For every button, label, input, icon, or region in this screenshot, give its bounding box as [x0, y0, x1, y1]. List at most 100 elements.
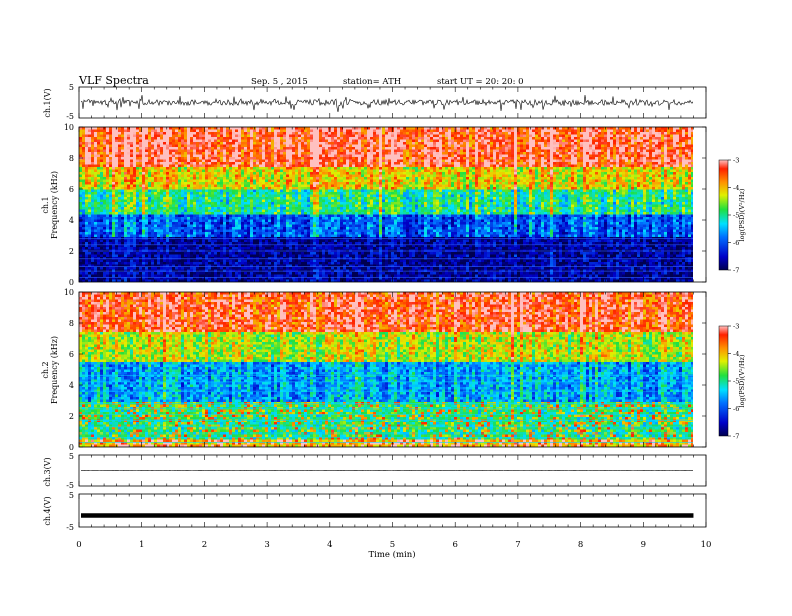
spectrogram-cell [181, 257, 185, 260]
spectrogram-cell [250, 214, 254, 218]
spectrogram-cell [238, 254, 242, 258]
spectrogram-cell [166, 139, 170, 143]
spectrogram-cell [286, 214, 290, 218]
spectrogram-cell [307, 137, 311, 140]
spectrogram-cell [316, 229, 320, 233]
spectrogram-cell [241, 199, 245, 203]
spectrogram-cell [274, 152, 278, 155]
spectrogram-cell [286, 182, 290, 185]
spectrogram-cell [196, 262, 200, 265]
spectrogram-cell [238, 252, 242, 255]
spectrogram-cell [106, 187, 110, 190]
spectrogram-cell [247, 127, 251, 130]
spectrogram-cell [229, 159, 233, 163]
spectrogram-cell [205, 257, 209, 260]
spectrogram-cell [175, 229, 179, 233]
spectrogram-cell [229, 234, 233, 238]
spectrogram-cell [241, 244, 245, 248]
spectrogram-cell [229, 152, 233, 155]
spectrogram-cell [85, 259, 89, 263]
spectrogram-cell [211, 182, 215, 185]
spectrogram-cell [229, 239, 233, 243]
spectrogram-cell [97, 204, 101, 208]
spectrogram-cell [79, 139, 83, 143]
spectrogram-cell [280, 274, 284, 278]
spectrogram-cell [178, 164, 182, 168]
spectrogram-cell [100, 174, 104, 178]
spectrogram-cell [220, 267, 224, 270]
spectrogram-cell [265, 192, 269, 195]
spectrogram-cell [163, 127, 167, 130]
spectrogram-cell [265, 214, 269, 218]
spectrogram-cell [121, 259, 125, 263]
spectrogram-cell [277, 204, 281, 208]
spectrogram-cell [172, 232, 176, 235]
spectrogram-cell [121, 139, 125, 143]
spectrogram-cell [109, 234, 113, 238]
spectrogram-cell [235, 177, 239, 180]
spectrogram-cell [196, 207, 200, 210]
spectrogram-cell [289, 179, 293, 183]
spectrogram-cell [283, 207, 287, 210]
spectrogram-cell [196, 229, 200, 233]
spectrogram-cell [190, 257, 194, 260]
spectrogram-cell [217, 179, 221, 183]
spectrogram-cell [229, 194, 233, 198]
spectrogram-cell [298, 177, 302, 180]
spectrogram-cell [247, 227, 251, 230]
spectrogram-cell [274, 172, 278, 175]
spectrogram-cell [121, 202, 125, 205]
spectrogram-cell [301, 147, 305, 150]
spectrogram-cell [196, 139, 200, 143]
spectrogram-cell [283, 172, 287, 175]
spectrogram-cell [292, 167, 296, 170]
spectrogram-cell [178, 202, 182, 205]
spectrogram-cell [235, 197, 239, 200]
spectrogram-cell [190, 212, 194, 215]
spectrogram-cell [277, 227, 281, 230]
spectrogram-cell [130, 212, 134, 215]
spectrogram-cell [229, 154, 233, 158]
spectrogram-cell [277, 277, 281, 280]
spectrogram-cell [265, 199, 269, 203]
spectrogram-cell [319, 169, 323, 173]
spectrogram-cell [214, 219, 218, 223]
spectrogram-cell [79, 167, 83, 170]
spectrogram-cell [250, 274, 254, 278]
spectrogram-cell [205, 129, 209, 133]
spectrogram-cell [265, 159, 269, 163]
spectrogram-cell [304, 279, 308, 282]
spectrogram-cell [274, 224, 278, 228]
spectrogram-cell [208, 214, 212, 218]
spectrogram-cell [166, 147, 170, 150]
spectrogram-cell [250, 277, 254, 280]
spectrogram-cell [109, 262, 113, 265]
spectrogram-cell [85, 224, 89, 228]
spectrogram-cell [226, 222, 230, 225]
spectrogram-cell [133, 132, 137, 135]
spectrogram-cell [205, 192, 209, 195]
spectrogram-cell [280, 262, 284, 265]
spectrogram-cell [208, 247, 212, 250]
spectrogram-cell [94, 189, 98, 193]
spectrogram-cell [121, 194, 125, 198]
spectrogram-cell [292, 162, 296, 165]
spectrogram-cell [256, 177, 260, 180]
spectrogram-cell [166, 204, 170, 208]
spectrogram-cell [244, 194, 248, 198]
spectrogram-cell [262, 257, 266, 260]
spectrogram-cell [304, 244, 308, 248]
spectrogram-cell [166, 172, 170, 175]
spectrogram-cell [118, 152, 122, 155]
spectrogram-cell [265, 222, 269, 225]
spectrogram-cell [175, 224, 179, 228]
spectrogram-cell [97, 199, 101, 203]
spectrogram-cell [277, 137, 281, 140]
spectrogram-cell [124, 154, 128, 158]
spectrogram-cell [232, 234, 236, 238]
spectrogram-cell [226, 277, 230, 280]
spectrogram-cell [133, 252, 137, 255]
spectrogram-cell [226, 214, 230, 218]
spectrogram-cell [160, 244, 164, 248]
